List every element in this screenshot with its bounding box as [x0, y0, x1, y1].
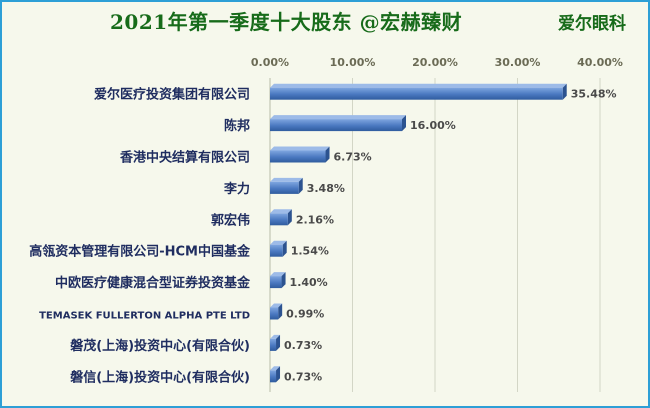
bar-side-face	[287, 209, 292, 226]
bar	[270, 115, 406, 132]
bar-front-face	[270, 338, 277, 351]
bar-top-face	[270, 240, 287, 245]
bar-front-face	[270, 307, 279, 320]
bar-side-face	[278, 303, 283, 320]
category-label: 中欧医疗健康混合型证券投资基金	[55, 275, 251, 291]
category-label: 高瓴资本管理有限公司-HCM中国基金	[29, 244, 251, 260]
category-label: 李力	[223, 181, 250, 197]
category-label: 陈邦	[224, 118, 250, 134]
category-label: TEMASEK FULLERTON ALPHA PTE LTD	[39, 311, 250, 322]
x-tick-label: 0.00%	[251, 56, 289, 69]
value-label: 0.73%	[284, 339, 322, 352]
value-label: 35.48%	[571, 88, 617, 101]
bar-top-face	[270, 115, 406, 120]
bar	[270, 240, 287, 257]
x-tick-label: 20.00%	[412, 56, 458, 69]
bar-side-face	[276, 334, 281, 351]
bar-side-face	[282, 240, 287, 257]
bar-top-face	[270, 177, 303, 182]
category-label: 郭宏伟	[211, 212, 250, 228]
bar-top-face	[270, 303, 283, 308]
category-label: 爱尔医疗投资集团有限公司	[94, 87, 250, 103]
category-labels: 爱尔医疗投资集团有限公司陈邦香港中央结算有限公司李力郭宏伟高瓴资本管理有限公司-…	[29, 87, 251, 386]
brand-label: 爱尔眼科	[558, 14, 626, 34]
bar	[270, 272, 286, 289]
bar-front-face	[270, 276, 282, 289]
bar-side-face	[402, 115, 406, 132]
bar-side-face	[562, 83, 567, 100]
category-label: 香港中央结算有限公司	[119, 150, 250, 166]
value-label: 6.73%	[334, 151, 372, 164]
bar	[270, 209, 292, 226]
value-label: 1.54%	[291, 245, 329, 258]
value-label: 3.48%	[307, 182, 345, 195]
bar-side-face	[298, 177, 303, 194]
value-label: 16.00%	[410, 119, 456, 132]
bar	[270, 83, 567, 100]
bar-top-face	[270, 334, 281, 339]
bar-side-face	[276, 366, 281, 383]
value-label: 0.99%	[286, 308, 324, 321]
bar-top-face	[270, 146, 330, 151]
bar-front-face	[270, 119, 402, 132]
bar-top-face	[270, 272, 286, 277]
bar-front-face	[270, 181, 299, 194]
bar-front-face	[270, 370, 277, 383]
bar-top-face	[270, 83, 567, 88]
value-label: 0.73%	[284, 370, 322, 383]
bar	[270, 366, 281, 383]
bar-front-face	[270, 213, 288, 226]
bar-side-face	[325, 146, 330, 163]
category-label: 磐信(上海)投资中心(有限合伙)	[70, 369, 250, 385]
value-label: 1.40%	[290, 276, 328, 289]
x-axis-ticks: 0.00% 10.00% 20.00% 30.00% 40.00%	[251, 56, 623, 69]
bar-side-face	[281, 272, 286, 289]
chart-title: 2021年第一季度十大股东 @宏赫臻财	[110, 10, 463, 34]
bar-top-face	[270, 366, 281, 371]
bar-top-face	[270, 209, 292, 214]
bar-front-face	[270, 87, 563, 100]
bar-front-face	[270, 150, 326, 163]
x-tick-label: 10.00%	[330, 56, 376, 69]
bars: 35.48% 16.00% 6.73% 3.48% 2.16% 1.54% 1.40% 0.9…	[270, 83, 617, 383]
bar	[270, 177, 303, 194]
x-tick-label: 30.00%	[495, 56, 541, 69]
bar	[270, 303, 283, 320]
bar	[270, 334, 281, 351]
bar	[270, 146, 330, 163]
x-tick-label: 40.00%	[577, 56, 623, 69]
bar-front-face	[270, 244, 283, 257]
value-label: 2.16%	[296, 213, 334, 226]
category-label: 磐茂(上海)投资中心(有限合伙)	[70, 338, 250, 354]
